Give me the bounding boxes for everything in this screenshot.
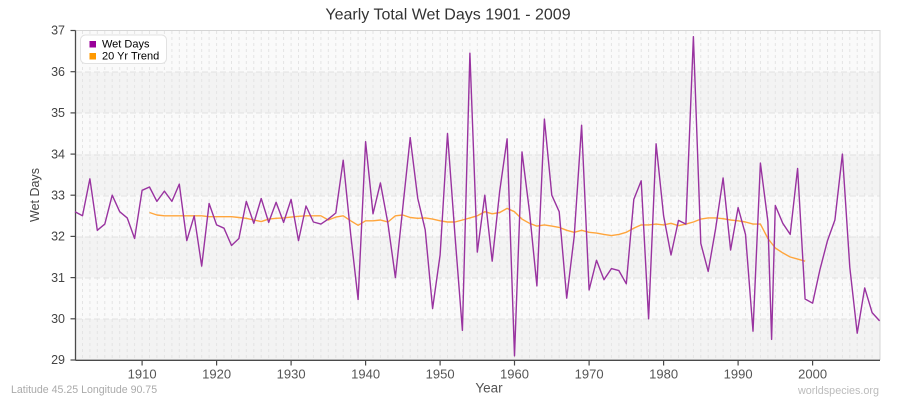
svg-text:1980: 1980 [649,367,678,382]
svg-text:Wet Days: Wet Days [102,39,150,51]
svg-text:Year: Year [475,381,503,396]
svg-text:1930: 1930 [277,367,306,382]
svg-text:34: 34 [51,147,65,161]
svg-text:worldspecies.org: worldspecies.org [797,385,879,397]
svg-text:33: 33 [51,188,65,202]
svg-text:Yearly Total Wet Days 1901 - 2: Yearly Total Wet Days 1901 - 2009 [325,7,570,24]
svg-text:1920: 1920 [202,367,231,382]
svg-text:1970: 1970 [575,367,604,382]
svg-text:36: 36 [51,65,65,79]
svg-text:30: 30 [51,312,65,326]
svg-text:1960: 1960 [500,367,529,382]
svg-text:31: 31 [51,271,65,285]
svg-text:37: 37 [51,24,65,38]
svg-text:29: 29 [51,353,65,367]
svg-text:35: 35 [51,106,65,120]
svg-text:2000: 2000 [798,367,827,382]
svg-text:1940: 1940 [351,367,380,382]
svg-text:1910: 1910 [128,367,157,382]
svg-text:1950: 1950 [426,367,455,382]
svg-text:32: 32 [51,230,65,244]
svg-text:20 Yr Trend: 20 Yr Trend [102,51,159,63]
svg-text:Latitude 45.25 Longitude 90.75: Latitude 45.25 Longitude 90.75 [11,384,157,396]
svg-text:1990: 1990 [724,367,753,382]
svg-text:Wet Days: Wet Days [28,168,42,222]
